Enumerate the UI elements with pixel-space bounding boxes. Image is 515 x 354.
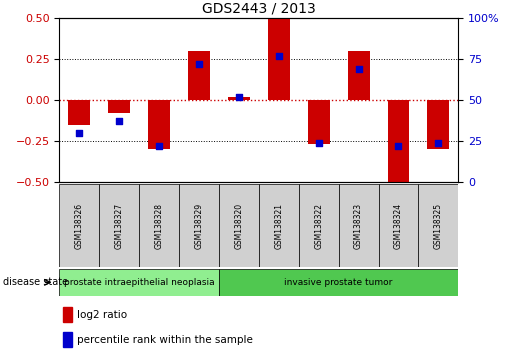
Point bbox=[195, 61, 203, 67]
Bar bbox=[148, 100, 170, 149]
Text: invasive prostate tumor: invasive prostate tumor bbox=[284, 278, 393, 287]
Text: prostate intraepithelial neoplasia: prostate intraepithelial neoplasia bbox=[64, 278, 214, 287]
Text: GSM138325: GSM138325 bbox=[434, 202, 443, 249]
Bar bbox=[268, 18, 290, 100]
Text: GSM138326: GSM138326 bbox=[75, 202, 83, 249]
Point bbox=[354, 66, 363, 72]
Bar bbox=[299, 184, 339, 267]
Point bbox=[75, 130, 83, 136]
Text: GSM138329: GSM138329 bbox=[195, 202, 203, 249]
Text: GSM138320: GSM138320 bbox=[234, 202, 243, 249]
Text: log2 ratio: log2 ratio bbox=[77, 310, 127, 320]
Bar bbox=[59, 184, 99, 267]
Text: GSM138327: GSM138327 bbox=[115, 202, 124, 249]
Bar bbox=[379, 184, 418, 267]
Bar bbox=[259, 184, 299, 267]
Point bbox=[394, 143, 403, 149]
Bar bbox=[68, 100, 90, 125]
Point bbox=[115, 119, 123, 124]
Bar bbox=[179, 184, 219, 267]
Bar bbox=[63, 332, 72, 347]
Bar bbox=[188, 51, 210, 100]
Point bbox=[274, 53, 283, 58]
Text: GSM138328: GSM138328 bbox=[154, 203, 163, 249]
Bar bbox=[139, 184, 179, 267]
Text: GSM138321: GSM138321 bbox=[274, 203, 283, 249]
Text: GSM138322: GSM138322 bbox=[314, 203, 323, 249]
Bar bbox=[387, 100, 409, 182]
Text: GSM138323: GSM138323 bbox=[354, 202, 363, 249]
Text: GSM138324: GSM138324 bbox=[394, 202, 403, 249]
Bar bbox=[427, 100, 450, 149]
Bar bbox=[59, 269, 219, 296]
Title: GDS2443 / 2013: GDS2443 / 2013 bbox=[202, 1, 316, 15]
Point bbox=[315, 140, 323, 145]
Bar bbox=[219, 184, 259, 267]
Bar bbox=[307, 100, 330, 144]
Bar bbox=[339, 184, 379, 267]
Bar bbox=[228, 97, 250, 100]
Bar bbox=[63, 307, 72, 322]
Bar bbox=[348, 51, 370, 100]
Bar bbox=[219, 269, 458, 296]
Bar bbox=[418, 184, 458, 267]
Text: disease state: disease state bbox=[3, 277, 67, 287]
Point bbox=[434, 140, 442, 145]
Point bbox=[155, 143, 163, 149]
Point bbox=[235, 94, 243, 99]
Bar bbox=[99, 184, 139, 267]
Text: percentile rank within the sample: percentile rank within the sample bbox=[77, 335, 253, 344]
Bar bbox=[108, 100, 130, 113]
